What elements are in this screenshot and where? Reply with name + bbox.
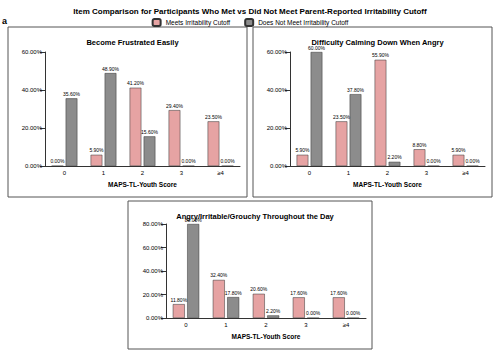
svg-text:0.00%: 0.00% [220,158,235,164]
svg-text:0: 0 [63,170,67,176]
svg-text:17.80%: 17.80% [225,290,243,296]
svg-text:3: 3 [180,170,184,176]
svg-text:20.00%: 20.00% [267,125,288,131]
svg-text:15.60%: 15.60% [141,129,159,135]
svg-text:20.60%: 20.60% [250,286,268,292]
svg-text:55.90%: 55.90% [372,52,390,58]
svg-text:60.00%: 60.00% [308,44,325,51]
svg-text:0.00%: 0.00% [181,158,196,164]
svg-text:0.00%: 0.00% [50,158,65,164]
svg-text:0.00%: 0.00% [25,163,43,169]
svg-text:MAPS-TL-Youth Score: MAPS-TL-Youth Score [353,181,422,188]
svg-text:5.90%: 5.90% [89,147,104,153]
svg-text:Item Comparison for Participan: Item Comparison for Participants Who Met… [73,7,427,16]
svg-text:Become Frustrated Easily: Become Frustrated Easily [86,38,179,47]
svg-text:0.00%: 0.00% [146,315,164,321]
svg-text:20.00%: 20.00% [22,125,43,131]
svg-text:60.00%: 60.00% [267,49,288,55]
svg-text:48.90%: 48.90% [102,66,120,72]
svg-text:Angry/Irritable/Grouchy Throug: Angry/Irritable/Grouchy Throughout the D… [176,212,334,221]
svg-text:23.50%: 23.50% [205,114,223,120]
svg-text:60.00%: 60.00% [22,49,43,55]
svg-text:3: 3 [304,322,308,328]
svg-text:80.00%: 80.00% [143,221,164,227]
svg-text:1: 1 [347,170,351,176]
svg-text:41.20%: 41.20% [127,80,145,86]
svg-text:23.50%: 23.50% [333,114,351,120]
svg-text:2: 2 [141,170,145,176]
svg-text:1: 1 [102,170,106,176]
svg-text:0.00%: 0.00% [426,158,441,164]
svg-text:17.60%: 17.60% [330,290,348,296]
svg-text:2: 2 [264,322,268,328]
svg-text:2: 2 [386,170,390,176]
svg-text:2.20%: 2.20% [387,154,402,160]
svg-text:≥4: ≥4 [462,170,469,176]
svg-text:37.80%: 37.80% [347,87,365,93]
svg-text:5.90%: 5.90% [295,147,310,153]
svg-text:≥4: ≥4 [343,322,350,328]
svg-text:0.00%: 0.00% [270,163,288,169]
svg-text:Does Not Meet Irritability Cut: Does Not Meet Irritability Cutoff [258,19,348,27]
svg-text:5.90%: 5.90% [451,147,466,153]
svg-text:11.80%: 11.80% [171,297,188,303]
svg-text:a: a [2,16,8,26]
svg-text:0.00%: 0.00% [346,310,361,316]
svg-text:20.00%: 20.00% [143,292,164,298]
svg-text:35.60%: 35.60% [63,91,81,97]
svg-text:Difficulty Calming Down When A: Difficulty Calming Down When Angry [311,38,444,47]
svg-text:60.00%: 60.00% [143,245,164,251]
svg-text:29.40%: 29.40% [166,103,184,109]
svg-text:40.00%: 40.00% [22,87,43,93]
svg-text:0.00%: 0.00% [465,158,480,164]
svg-text:MAPS-TL-Youth Score: MAPS-TL-Youth Score [232,333,301,340]
svg-text:40.00%: 40.00% [267,87,288,93]
svg-text:Meets Irritability Cutoff: Meets Irritability Cutoff [166,19,231,27]
svg-text:0: 0 [308,170,312,176]
svg-text:1: 1 [224,322,228,328]
svg-text:2.20%: 2.20% [266,308,281,314]
svg-text:8.80%: 8.80% [412,142,427,148]
svg-text:≥4: ≥4 [217,170,224,176]
svg-text:MAPS-TL-Youth Score: MAPS-TL-Youth Score [108,181,177,188]
svg-text:40.00%: 40.00% [143,268,164,274]
svg-text:0.00%: 0.00% [306,310,321,316]
svg-text:3: 3 [425,170,429,176]
svg-text:17.60%: 17.60% [290,290,308,296]
svg-text:0: 0 [184,322,188,328]
svg-text:32.40%: 32.40% [210,272,228,278]
